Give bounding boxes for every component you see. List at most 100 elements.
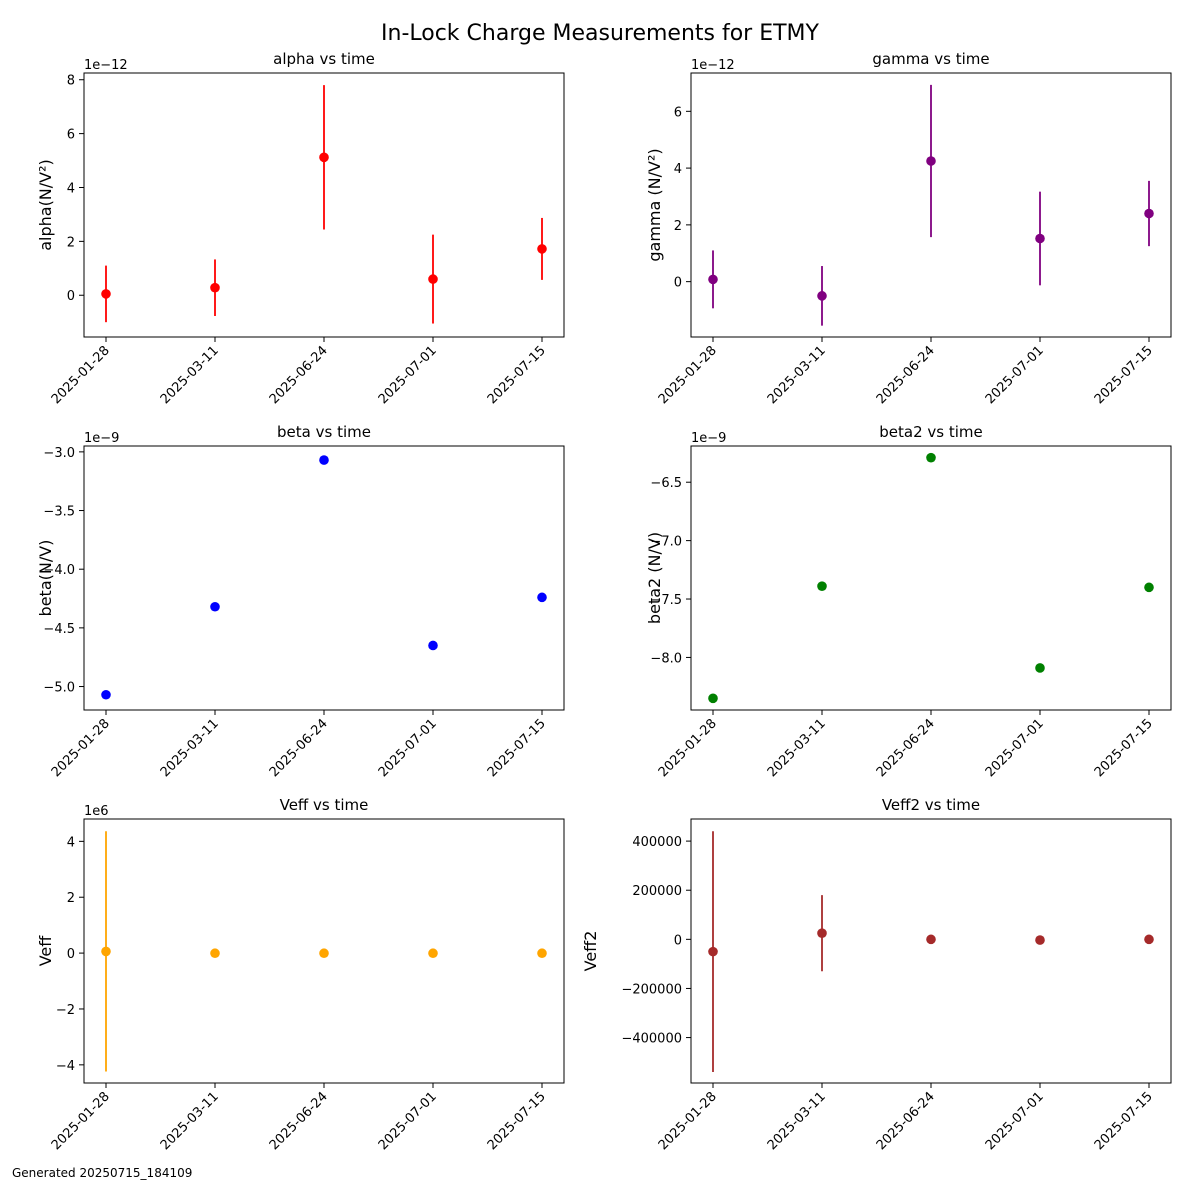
data-point (319, 152, 329, 163)
data-point (1035, 935, 1045, 945)
y-axis-label: beta(N/V) (36, 540, 55, 617)
x-tick-label: 2025-03-11 (158, 343, 222, 407)
y-tick-label: −7.0 (650, 535, 682, 550)
y-tick-label: 0 (67, 947, 75, 962)
subplot-title: beta2 vs time (879, 423, 982, 441)
subplot-title: alpha vs time (273, 50, 375, 68)
x-tick-label: 2025-01-28 (656, 343, 720, 407)
y-tick-label: −5.0 (43, 681, 75, 696)
y-tick-label: 2 (67, 235, 75, 250)
x-tick-label: 2025-06-24 (874, 1089, 938, 1153)
data-point (319, 455, 329, 465)
data-point (1144, 934, 1154, 945)
subplot-title: gamma vs time (872, 50, 989, 68)
x-tick-label: 2025-01-28 (656, 716, 720, 780)
data-point (101, 689, 111, 700)
data-point (926, 156, 936, 166)
subplot-title: Veff2 vs time (882, 796, 980, 814)
y-tick-label: 0 (67, 289, 75, 304)
x-tick-label: 2025-01-28 (49, 716, 113, 780)
data-point (1035, 663, 1045, 673)
axes-frame (690, 445, 1172, 711)
data-point (428, 948, 438, 959)
data-point (708, 946, 718, 957)
y-tick-label: 4 (67, 835, 75, 850)
subplot-title: Veff vs time (280, 796, 369, 814)
y-tick-label: −200000 (621, 982, 682, 997)
data-point (926, 934, 936, 945)
y-axis-label: beta2 (N/V) (645, 532, 664, 624)
y-offset-label: 1e−12 (84, 58, 128, 73)
data-point (210, 282, 220, 293)
x-tick-label: 2025-07-01 (983, 343, 1047, 407)
data-point (926, 452, 936, 463)
y-tick-label: 4 (674, 162, 682, 177)
x-tick-label: 2025-07-15 (1092, 1089, 1156, 1153)
y-axis-label: Veff2 (581, 931, 600, 972)
data-point (1144, 208, 1154, 219)
x-tick-label: 2025-03-11 (765, 343, 829, 407)
x-tick-label: 2025-03-11 (765, 716, 829, 780)
subplot-beta2-vs-time: beta2 vs time beta2 (N/V) 1e−9 −8.0 −7.5 −7.0… (645, 423, 1172, 780)
y-tick-label: 2 (67, 891, 75, 906)
y-offset-label: 1e−9 (691, 431, 726, 446)
x-tick-label: 2025-06-24 (874, 343, 938, 407)
axes-frame (690, 818, 1172, 1084)
generated-timestamp: Generated 20250715_184109 (12, 1166, 193, 1180)
data-point (428, 274, 438, 284)
y-tick-label: 200000 (632, 884, 682, 899)
y-tick-label: −7.5 (650, 593, 682, 608)
x-tick-label: 2025-07-01 (376, 716, 440, 780)
data-point (708, 274, 718, 285)
data-point (537, 244, 547, 254)
x-tick-label: 2025-03-11 (158, 1089, 222, 1153)
data-point (210, 601, 220, 612)
y-axis-label: Veff (36, 935, 55, 967)
y-tick-label: 0 (674, 933, 682, 948)
figure-title: In-Lock Charge Measurements for ETMY (381, 21, 819, 46)
data-point (428, 640, 438, 651)
data-point (537, 592, 547, 603)
x-tick-label: 2025-06-24 (267, 1089, 331, 1153)
x-tick-label: 2025-07-15 (1092, 343, 1156, 407)
y-tick-label: −2 (56, 1003, 75, 1018)
x-tick-label: 2025-07-15 (485, 343, 549, 407)
y-tick-label: −4.0 (43, 563, 75, 578)
axes-frame (83, 445, 565, 711)
data-point (1035, 233, 1045, 244)
y-tick-label: 400000 (632, 835, 682, 850)
x-tick-label: 2025-07-01 (983, 716, 1047, 780)
y-tick-label: 2 (674, 219, 682, 234)
y-tick-label: 8 (67, 74, 75, 89)
x-tick-label: 2025-01-28 (49, 343, 113, 407)
y-tick-label: 4 (67, 181, 75, 196)
x-tick-label: 2025-03-11 (158, 716, 222, 780)
data-point (817, 928, 827, 938)
x-tick-label: 2025-07-15 (1092, 716, 1156, 780)
x-tick-label: 2025-03-11 (765, 1089, 829, 1153)
data-point (708, 693, 718, 704)
data-point (101, 289, 111, 299)
subplot-gamma-vs-time: gamma vs time gamma (N/V²) 1e−12 0 2 4 6 2025-0… (645, 50, 1172, 407)
y-tick-label: 6 (674, 105, 682, 120)
subplot-alpha-vs-time: alpha vs time alpha(N/V²) 1e−12 0 2 4 6 8 2025-0… (36, 50, 565, 407)
y-tick-label: −8.0 (650, 651, 682, 666)
y-tick-label: −400000 (621, 1032, 682, 1047)
x-tick-label: 2025-06-24 (267, 716, 331, 780)
x-tick-label: 2025-07-01 (376, 343, 440, 407)
subplot-title: beta vs time (277, 423, 371, 441)
data-point (817, 581, 827, 591)
data-point (817, 291, 827, 301)
data-point (101, 946, 111, 957)
x-tick-label: 2025-07-01 (983, 1089, 1047, 1153)
y-tick-label: −3.0 (43, 446, 75, 461)
y-axis-label: gamma (N/V²) (645, 148, 664, 261)
subplot-Veff2-vs-time: Veff2 vs time Veff2 −400000 −200000 0 200000 4… (581, 796, 1172, 1153)
x-tick-label: 2025-06-24 (267, 343, 331, 407)
y-tick-label: −4 (56, 1059, 75, 1074)
y-tick-label: −3.5 (43, 505, 75, 520)
x-tick-label: 2025-01-28 (49, 1089, 113, 1153)
y-offset-label: 1e6 (84, 804, 109, 819)
y-tick-label: −6.5 (650, 476, 682, 491)
